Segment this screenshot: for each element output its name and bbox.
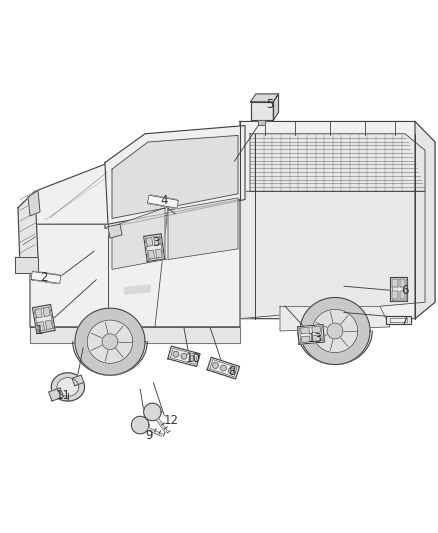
Polygon shape bbox=[155, 249, 162, 258]
Text: 4: 4 bbox=[160, 195, 168, 207]
Polygon shape bbox=[390, 277, 407, 301]
Polygon shape bbox=[251, 94, 279, 102]
Text: 2: 2 bbox=[40, 271, 48, 284]
Polygon shape bbox=[49, 388, 64, 401]
Circle shape bbox=[220, 365, 226, 371]
Polygon shape bbox=[57, 378, 79, 396]
Polygon shape bbox=[312, 309, 358, 353]
Polygon shape bbox=[30, 327, 240, 343]
Polygon shape bbox=[37, 321, 45, 331]
Polygon shape bbox=[240, 122, 435, 319]
Circle shape bbox=[173, 351, 179, 357]
Polygon shape bbox=[390, 318, 407, 322]
Polygon shape bbox=[145, 236, 163, 260]
Polygon shape bbox=[131, 416, 149, 434]
Polygon shape bbox=[386, 316, 411, 324]
Polygon shape bbox=[251, 102, 273, 120]
Polygon shape bbox=[18, 191, 38, 268]
Polygon shape bbox=[112, 208, 165, 269]
Polygon shape bbox=[392, 279, 406, 300]
Polygon shape bbox=[18, 164, 108, 224]
Polygon shape bbox=[154, 237, 160, 245]
Polygon shape bbox=[43, 307, 50, 317]
Polygon shape bbox=[75, 308, 145, 375]
Polygon shape bbox=[258, 120, 265, 125]
Polygon shape bbox=[144, 403, 161, 421]
Polygon shape bbox=[30, 199, 240, 327]
Polygon shape bbox=[300, 297, 370, 365]
Text: 12: 12 bbox=[163, 414, 178, 427]
Polygon shape bbox=[301, 327, 309, 334]
Polygon shape bbox=[105, 126, 245, 228]
Polygon shape bbox=[273, 94, 279, 120]
Text: 7: 7 bbox=[401, 315, 409, 328]
Polygon shape bbox=[32, 304, 55, 334]
Polygon shape bbox=[392, 292, 398, 299]
Polygon shape bbox=[149, 195, 177, 208]
Polygon shape bbox=[72, 375, 84, 386]
Polygon shape bbox=[45, 320, 53, 329]
Polygon shape bbox=[15, 257, 38, 273]
Text: 5: 5 bbox=[266, 98, 273, 111]
Polygon shape bbox=[168, 346, 200, 367]
Polygon shape bbox=[170, 348, 198, 365]
Polygon shape bbox=[327, 323, 343, 339]
Polygon shape bbox=[112, 135, 238, 219]
Polygon shape bbox=[144, 234, 165, 262]
Polygon shape bbox=[399, 292, 405, 299]
Polygon shape bbox=[148, 195, 178, 208]
Polygon shape bbox=[87, 320, 133, 364]
Polygon shape bbox=[34, 306, 53, 332]
Text: 1: 1 bbox=[35, 324, 43, 336]
Polygon shape bbox=[313, 335, 321, 342]
Polygon shape bbox=[297, 325, 325, 344]
Polygon shape bbox=[240, 191, 425, 319]
Polygon shape bbox=[392, 279, 398, 287]
Circle shape bbox=[189, 356, 195, 361]
Text: 10: 10 bbox=[185, 352, 200, 365]
Polygon shape bbox=[146, 238, 153, 246]
Text: 9: 9 bbox=[145, 429, 153, 442]
Text: 8: 8 bbox=[229, 365, 236, 378]
Polygon shape bbox=[301, 336, 310, 342]
Circle shape bbox=[212, 362, 218, 368]
Polygon shape bbox=[312, 326, 321, 333]
Text: 3: 3 bbox=[152, 236, 159, 249]
Polygon shape bbox=[148, 250, 155, 259]
Polygon shape bbox=[31, 271, 61, 284]
Polygon shape bbox=[207, 357, 240, 379]
Polygon shape bbox=[35, 309, 42, 318]
Polygon shape bbox=[125, 285, 150, 294]
Polygon shape bbox=[108, 224, 122, 238]
Text: 11: 11 bbox=[56, 389, 71, 402]
Polygon shape bbox=[28, 190, 40, 216]
Polygon shape bbox=[250, 134, 425, 191]
Polygon shape bbox=[102, 334, 118, 350]
Circle shape bbox=[229, 368, 234, 374]
Text: 13: 13 bbox=[308, 332, 323, 345]
Polygon shape bbox=[300, 326, 322, 343]
Polygon shape bbox=[32, 271, 60, 284]
Text: 6: 6 bbox=[401, 284, 409, 297]
Polygon shape bbox=[399, 279, 405, 287]
Polygon shape bbox=[280, 306, 390, 331]
Circle shape bbox=[181, 353, 187, 359]
Polygon shape bbox=[210, 360, 237, 377]
Polygon shape bbox=[51, 373, 85, 401]
Polygon shape bbox=[168, 198, 238, 260]
Polygon shape bbox=[415, 122, 435, 319]
